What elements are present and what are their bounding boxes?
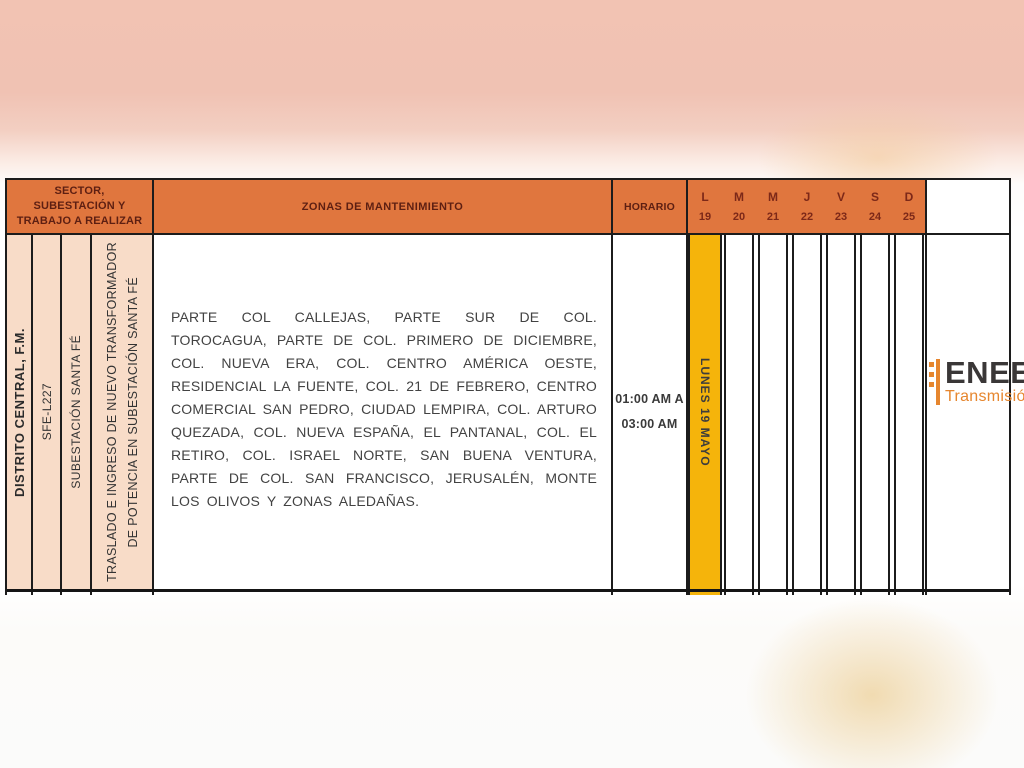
trabajo-line2: DE POTENCIA EN SUBESTACIÓN SANTA FÉ bbox=[125, 276, 140, 548]
day-slot-empty bbox=[792, 235, 822, 589]
strip-day-slot bbox=[758, 592, 788, 595]
header-sector: SECTOR, SUBESTACIÓN Y TRABAJO A REALIZAR bbox=[7, 180, 154, 235]
strip-cell bbox=[154, 592, 613, 595]
horario-line2: 03:00 AM bbox=[621, 417, 678, 431]
day-letters-row: L M M J V S D bbox=[688, 190, 925, 204]
day-letter: S bbox=[870, 190, 879, 204]
day-date: 22 bbox=[800, 211, 814, 223]
strip-day-slot bbox=[826, 592, 856, 595]
day-letter: M bbox=[734, 190, 744, 204]
cell-trabajo: TRASLADO E INGRESO DE NUEVO TRANSFORMADO… bbox=[92, 235, 154, 589]
cell-distrito: DISTRITO CENTRAL, F.M. bbox=[7, 235, 33, 589]
strip-cell bbox=[7, 592, 33, 595]
enee-division-label: Transmisión bbox=[945, 388, 1024, 405]
day-letter: V bbox=[836, 190, 845, 204]
cell-subestacion: SUBESTACIÓN SANTA FÉ bbox=[62, 235, 92, 589]
cell-logo-column bbox=[927, 235, 1009, 589]
day-letter: J bbox=[803, 190, 811, 204]
transmission-tower-icon bbox=[929, 359, 940, 405]
enee-logo: ENEE Transmisión bbox=[929, 355, 1024, 406]
trabajo-line1: TRASLADO E INGRESO DE NUEVO TRANSFORMADO… bbox=[104, 242, 119, 582]
cell-codigo-linea: SFE-L227 bbox=[33, 235, 62, 589]
header-logo-cell bbox=[927, 180, 1009, 235]
next-row-clipped bbox=[7, 592, 1009, 595]
header-horario-label: HORARIO bbox=[624, 200, 675, 213]
cell-days-grid: LUNES 19 MAYO bbox=[688, 235, 927, 589]
strip-day-slot bbox=[894, 592, 924, 595]
strip-day-slot bbox=[792, 592, 822, 595]
dia-programado-label: LUNES 19 MAYO bbox=[698, 357, 712, 467]
day-slot-empty bbox=[894, 235, 924, 589]
cell-horario: 01:00 AM A 03:00 AM bbox=[613, 235, 688, 589]
day-slot-empty bbox=[758, 235, 788, 589]
strip-cell bbox=[927, 592, 1009, 595]
day-slot-empty bbox=[826, 235, 856, 589]
day-date: 19 bbox=[698, 211, 712, 223]
day-slot-empty bbox=[724, 235, 754, 589]
table-body-row: DISTRITO CENTRAL, F.M. SFE-L227 SUBESTAC… bbox=[7, 235, 1009, 592]
day-letter: M bbox=[768, 190, 778, 204]
day-dates-row: 19 20 21 22 23 24 25 bbox=[688, 211, 925, 223]
strip-cell bbox=[62, 592, 92, 595]
zonas-paragraph: PARTE COL CALLEJAS, PARTE SUR DE COL. TO… bbox=[171, 308, 597, 509]
day-letter: L bbox=[701, 190, 709, 204]
enee-wordmark: ENEE bbox=[945, 355, 1024, 390]
day-date: 20 bbox=[732, 211, 746, 223]
strip-cell bbox=[613, 592, 688, 595]
strip-cell bbox=[33, 592, 62, 595]
header-zonas-label: ZONAS DE MANTENIMIENTO bbox=[301, 200, 464, 213]
strip-day-slot-highlight bbox=[688, 592, 722, 595]
day-letter: D bbox=[904, 190, 914, 204]
day-slot-lunes-highlight: LUNES 19 MAYO bbox=[688, 235, 722, 589]
table-header-row: SECTOR, SUBESTACIÓN Y TRABAJO A REALIZAR… bbox=[7, 180, 1009, 235]
day-date: 25 bbox=[902, 211, 916, 223]
day-date: 23 bbox=[834, 211, 848, 223]
strip-day-slot bbox=[724, 592, 754, 595]
header-sector-label: SECTOR, SUBESTACIÓN Y TRABAJO A REALIZAR bbox=[16, 185, 143, 227]
day-date: 21 bbox=[766, 211, 780, 223]
header-zonas: ZONAS DE MANTENIMIENTO bbox=[154, 180, 613, 235]
header-days: L M M J V S D 19 20 21 22 23 24 25 bbox=[688, 180, 927, 235]
strip-day-slot bbox=[860, 592, 890, 595]
distrito-label: DISTRITO CENTRAL, F.M. bbox=[11, 327, 27, 497]
strip-cell bbox=[92, 592, 154, 595]
header-horario: HORARIO bbox=[613, 180, 688, 235]
codigo-linea-label: SFE-L227 bbox=[39, 383, 54, 441]
horario-line1: 01:00 AM A bbox=[615, 392, 684, 406]
enee-logo-text: ENEE Transmisión bbox=[945, 355, 1024, 406]
cell-zonas-mantenimiento: PARTE COL CALLEJAS, PARTE SUR DE COL. TO… bbox=[154, 235, 613, 589]
maintenance-schedule-table: SECTOR, SUBESTACIÓN Y TRABAJO A REALIZAR… bbox=[5, 178, 1011, 595]
strip-cell bbox=[688, 592, 927, 595]
day-date: 24 bbox=[868, 211, 882, 223]
day-slot-empty bbox=[860, 235, 890, 589]
subestacion-label: SUBESTACIÓN SANTA FÉ bbox=[69, 335, 83, 489]
